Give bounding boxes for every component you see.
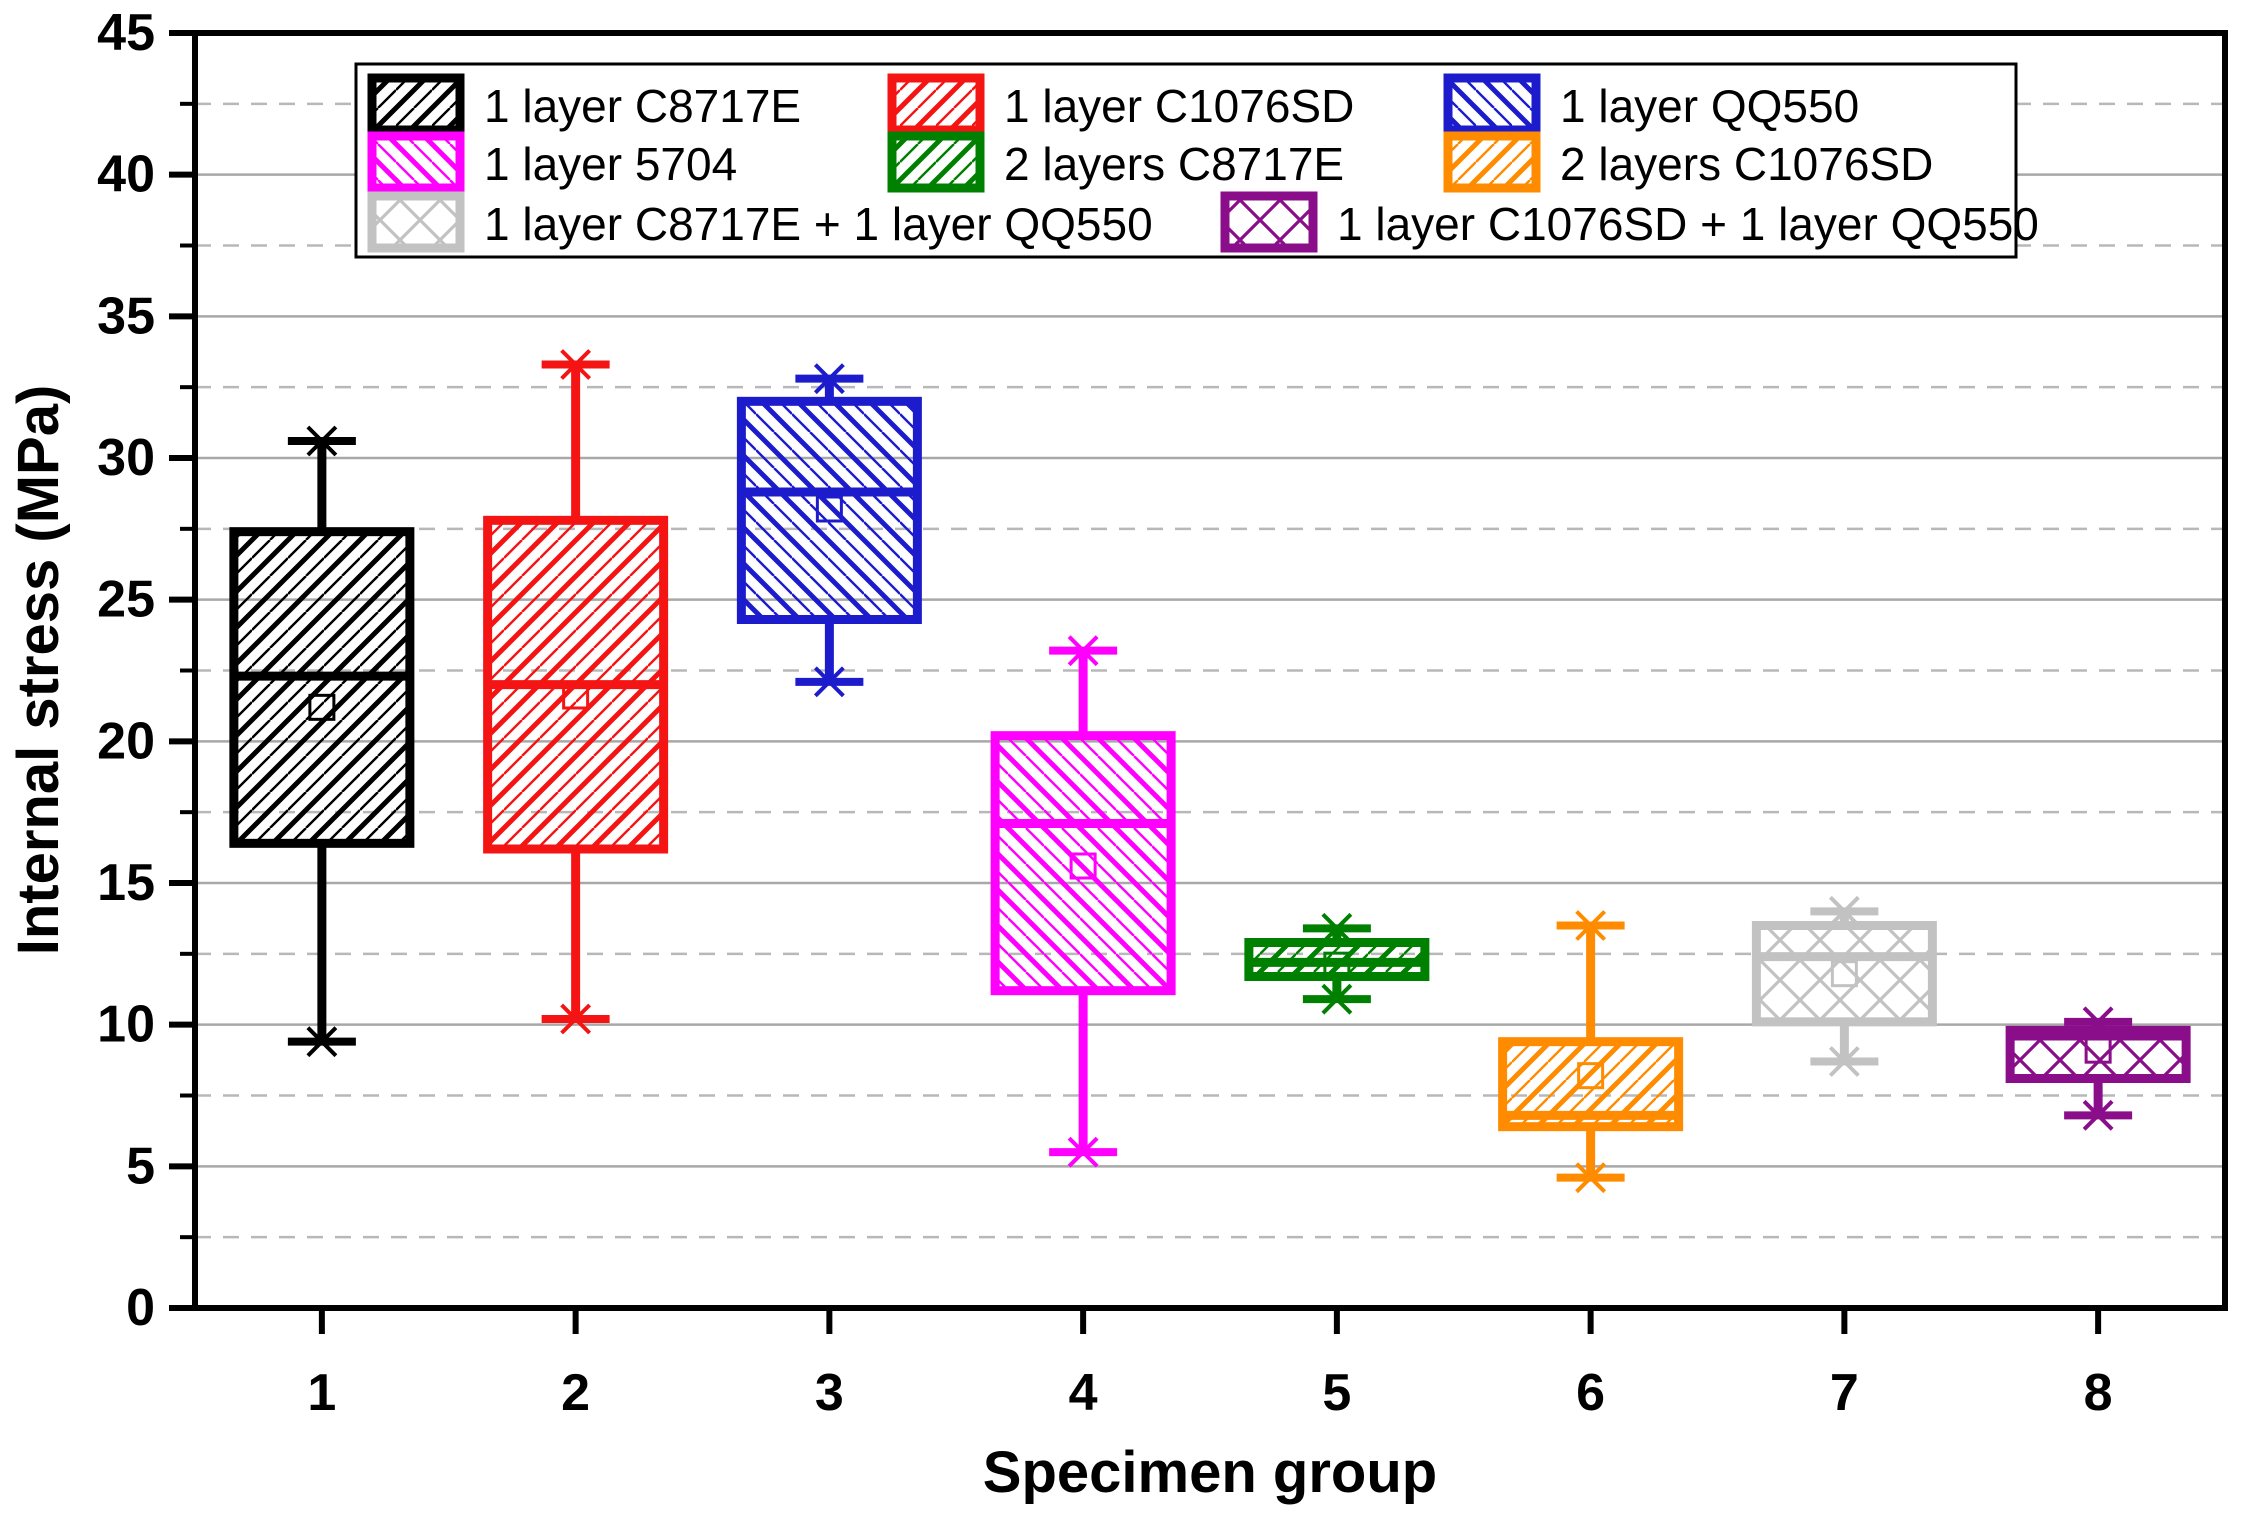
whisker-star-marker: [813, 666, 845, 698]
whisker-star-marker: [1321, 983, 1353, 1015]
x-tick-label: 4: [1069, 1364, 1098, 1422]
whisker-star-marker: [1575, 910, 1607, 941]
whisker-star-marker: [1067, 635, 1099, 667]
y-tick-label: 10: [97, 996, 155, 1054]
whisker-star-marker: [1828, 1046, 1860, 1077]
legend-box: [354, 62, 2018, 259]
y-tick-label: 5: [126, 1137, 155, 1195]
box-group-5: [1244, 912, 1430, 1015]
whisker-star-marker: [306, 425, 338, 457]
legend-label-8: 1 layer C1076SD + 1 layer QQ550: [1337, 198, 2039, 250]
box-group-8: [2005, 1006, 2191, 1131]
legend-label-7: 1 layer C8717E + 1 layer QQ550: [484, 198, 1153, 250]
box-group-7: [1751, 895, 1937, 1077]
x-tick-label: 1: [307, 1364, 336, 1422]
mean-marker: [815, 495, 843, 523]
legend-swatch-6: [1443, 131, 1541, 193]
x-tick-label: 2: [561, 1364, 590, 1422]
legend-swatch-5: [887, 131, 985, 193]
mean-marker: [1069, 852, 1097, 880]
x-tick-label: 5: [1322, 1364, 1351, 1422]
whisker-star-marker: [1067, 1136, 1099, 1168]
legend: 1 layer C8717E 1 layer C1076SD 1 layer QQ5…: [354, 62, 2039, 259]
mean-marker: [562, 682, 590, 710]
x-axis-title: Specimen group: [983, 1440, 1437, 1505]
y-tick-label: 35: [97, 287, 155, 345]
y-tick-label: 40: [97, 146, 155, 204]
mean-marker: [308, 693, 336, 721]
legend-swatch-7: [367, 191, 465, 253]
y-tick-label: 45: [97, 4, 155, 62]
box-iqr: [990, 731, 1176, 996]
x-tick-label: 8: [2084, 1364, 2113, 1422]
mean-marker: [2084, 1036, 2112, 1064]
mean-marker: [1577, 1062, 1605, 1090]
mean-marker: [1830, 960, 1858, 988]
whisker-star-marker: [560, 1003, 592, 1035]
whisker-star-marker: [306, 1026, 338, 1058]
boxes-layer: [229, 349, 2191, 1194]
y-tick-label: 30: [97, 429, 155, 487]
box-group-1: [229, 425, 415, 1058]
legend-label-6: 2 layers C1076SD: [1560, 138, 1933, 190]
legend-label-3: 1 layer QQ550: [1560, 80, 1859, 132]
legend-swatch-4: [367, 131, 465, 193]
y-axis-title: Internal stress (MPa): [6, 385, 71, 956]
box-iqr: [1751, 921, 1937, 1027]
y-tick-label: 0: [126, 1279, 155, 1337]
mean-marker: [1323, 951, 1351, 979]
box-group-2: [483, 349, 669, 1035]
legend-swatch-8: [1220, 191, 1318, 253]
x-tick-label: 6: [1576, 1364, 1605, 1422]
y-tick-label: 20: [97, 712, 155, 770]
whisker-star-marker: [813, 363, 845, 395]
whisker-star-marker: [560, 349, 592, 380]
whisker-star-marker: [1575, 1162, 1607, 1194]
whisker-star-marker: [1321, 912, 1353, 944]
whisker-star-marker: [1828, 895, 1860, 927]
y-tick-label: 15: [97, 854, 155, 912]
box-group-3: [736, 363, 922, 698]
x-tick-label: 7: [1830, 1364, 1859, 1422]
box-iqr: [229, 527, 415, 848]
legend-label-4: 1 layer 5704: [484, 138, 737, 190]
y-tick-label: 25: [97, 571, 155, 629]
legend-label-5: 2 layers C8717E: [1004, 138, 1344, 190]
box-iqr: [736, 396, 922, 625]
legend-swatch-2: [887, 73, 985, 135]
legend-swatch-3: [1443, 73, 1541, 135]
box-group-4: [990, 635, 1176, 1168]
whisker-star-marker: [2082, 1099, 2114, 1131]
x-tick-label: 3: [815, 1364, 844, 1422]
legend-label-1: 1 layer C8717E: [484, 80, 801, 132]
legend-swatch-1: [367, 73, 465, 135]
legend-label-2: 1 layer C1076SD: [1004, 80, 1354, 132]
box-group-6: [1498, 910, 1684, 1194]
